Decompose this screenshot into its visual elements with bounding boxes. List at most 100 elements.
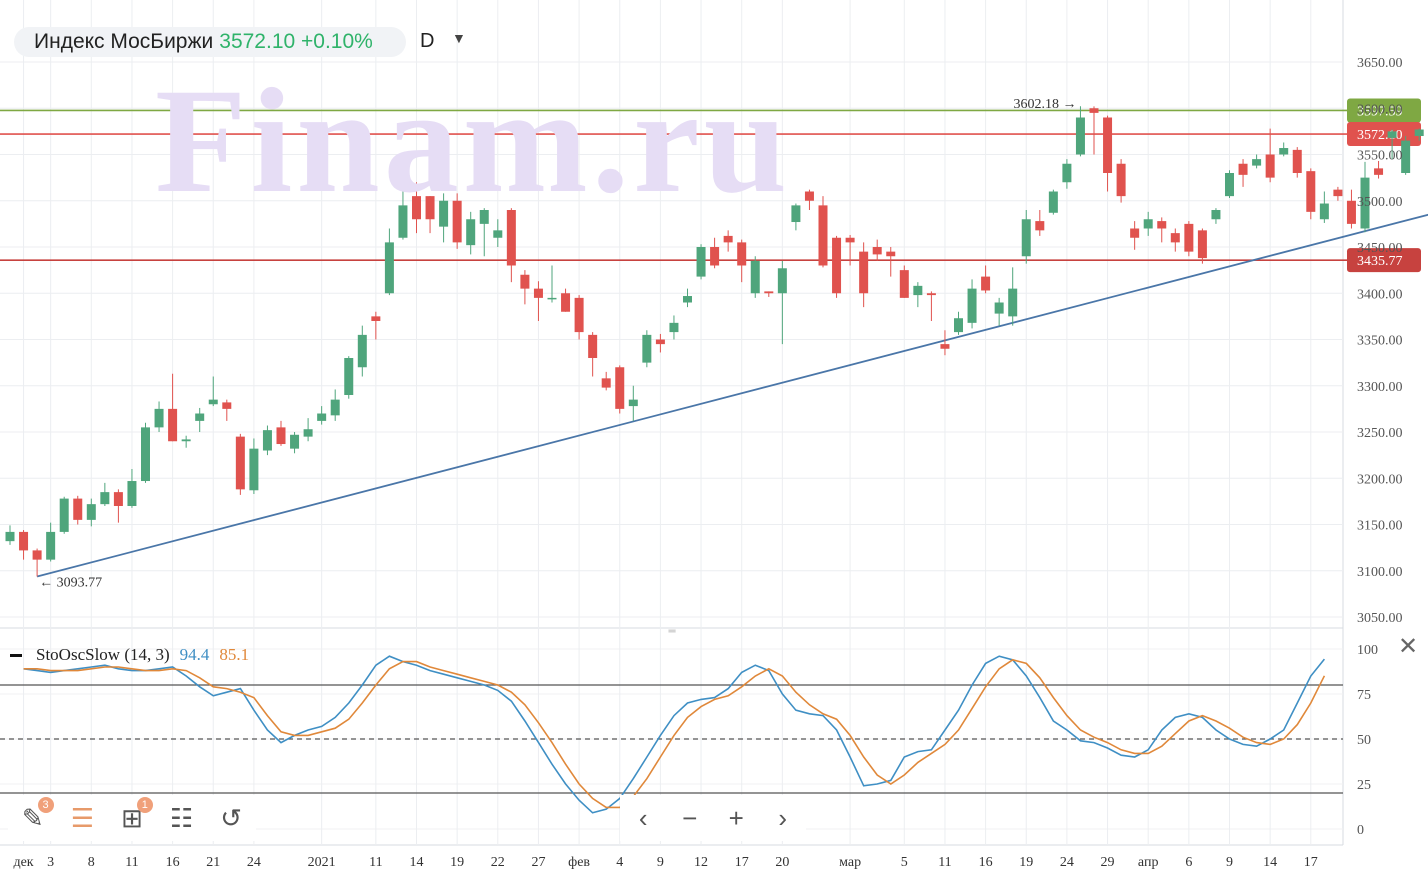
trendline[interactable] <box>36 210 1428 578</box>
candle-body <box>859 251 869 294</box>
candle-body <box>520 274 530 289</box>
y-tick-label: 3100.00 <box>1357 565 1403 580</box>
bottom-toolbar: ✎ 3 ☰ ⊞ 1 ☷ ↺ <box>8 795 256 841</box>
y-tick-label: 3200.00 <box>1357 472 1403 487</box>
notes-button[interactable]: ☰ <box>58 795 108 841</box>
candle-body <box>764 291 774 294</box>
drawing-tool-button[interactable]: ✎ 3 <box>8 795 58 841</box>
candle-body <box>290 434 300 449</box>
candle-body <box>317 413 327 421</box>
candle-body <box>32 550 42 560</box>
candle-body <box>683 296 692 303</box>
candle-body <box>1035 221 1045 231</box>
x-tick-label: фев <box>568 855 590 870</box>
candle-body <box>791 205 801 223</box>
candle-body <box>561 293 571 312</box>
oscillator-lines <box>23 655 1326 814</box>
candle-body <box>1292 149 1302 173</box>
candle-body <box>1346 200 1356 224</box>
level-price-tag <box>1347 122 1421 147</box>
y-tick-label: 3450.00 <box>1357 241 1403 256</box>
navigation-controls: ‹ − + › <box>620 795 806 841</box>
candle-body <box>357 334 367 368</box>
watermark: Finam.ru <box>155 58 792 224</box>
candle-body <box>601 378 611 388</box>
candle-body <box>696 247 706 277</box>
candle-body <box>804 191 814 201</box>
x-tick-label: 24 <box>247 855 261 870</box>
scroll-right-button[interactable]: › <box>778 802 788 833</box>
oscillator-d-value: 85.1 <box>219 645 250 664</box>
candle-body <box>642 334 652 363</box>
x-tick-label: дек <box>13 855 33 870</box>
candle-body <box>954 318 963 333</box>
candle-body <box>1197 230 1207 259</box>
osc-y-tick-label: 75 <box>1357 688 1371 703</box>
reset-button[interactable]: ↺ <box>206 795 256 841</box>
candle-body <box>493 230 503 238</box>
candle-body <box>669 322 679 333</box>
candle-body <box>886 251 896 257</box>
timeframe-dropdown-icon[interactable]: ▼ <box>452 30 466 46</box>
candle-body <box>967 288 977 323</box>
osc-y-tick-label: 100 <box>1357 643 1378 658</box>
osc-y-tick-label: 50 <box>1357 733 1371 748</box>
candle-body <box>1021 219 1031 257</box>
candle-body <box>818 205 828 266</box>
zoom-in-button[interactable]: + <box>728 802 744 833</box>
high-annotation: 3602.18 → <box>1013 97 1076 112</box>
legend-dash-icon <box>10 653 22 657</box>
candle-body <box>710 247 720 266</box>
candle-body <box>533 288 543 298</box>
candle-body <box>276 427 286 445</box>
candle-body <box>845 237 855 243</box>
candle-body <box>615 367 625 409</box>
candle-body <box>723 235 733 243</box>
candle-body <box>1374 168 1384 175</box>
candle-body <box>1360 177 1370 229</box>
layers-count-badge: 1 <box>136 797 153 813</box>
x-tick-label: 8 <box>88 855 95 870</box>
trendline-segment <box>36 213 1428 578</box>
candle-body <box>141 427 150 482</box>
candle-body <box>1184 223 1194 252</box>
level-price-label: 3435.77 <box>1357 254 1403 269</box>
timeframe-label[interactable]: D <box>420 30 435 52</box>
x-tick-label: 6 <box>1185 855 1192 870</box>
x-tick-label: 14 <box>410 855 424 870</box>
annotations: ← 3093.77 3602.18 → <box>39 97 1076 590</box>
stochastic-d-line <box>23 658 1326 809</box>
candle-body <box>59 498 69 532</box>
instrument-header[interactable]: Индекс МосБиржи 3572.10 +0.10% <box>14 27 406 57</box>
panel-resize-handle: ═ <box>667 626 676 637</box>
x-tick-label: 20 <box>775 855 789 870</box>
y-tick-label: 3400.00 <box>1357 287 1403 302</box>
x-tick-label: 5 <box>901 855 908 870</box>
grid: ═ <box>0 0 1344 846</box>
axes: 3650.00 3600.00 3550.00 3500.00 3450.00 3400.… <box>13 56 1402 870</box>
x-tick-label: 16 <box>979 855 993 870</box>
x-tick-label: 9 <box>1226 855 1233 870</box>
x-tick-label: 21 <box>206 855 220 870</box>
candle-body <box>1075 117 1085 155</box>
stochastic-k-line <box>23 655 1326 814</box>
settings-button[interactable]: ☷ <box>157 795 207 841</box>
candle-body <box>154 408 164 428</box>
candle-body <box>926 293 936 296</box>
candle-body <box>208 399 218 405</box>
scroll-left-button[interactable]: ‹ <box>638 802 648 833</box>
y-tick-label: 3250.00 <box>1357 426 1403 441</box>
close-oscillator-icon[interactable]: ✕ <box>1398 633 1419 660</box>
candle-body <box>100 492 110 505</box>
oscillator-legend: StoOscSlow (14, 3) 94.4 85.1 <box>10 645 249 665</box>
candle-body <box>1089 108 1099 113</box>
x-tick-label: 11 <box>938 855 951 870</box>
candle-body <box>1211 210 1221 220</box>
candle-body <box>899 270 909 298</box>
candle-body <box>384 242 394 294</box>
candle-body <box>994 302 1004 314</box>
layers-button[interactable]: ⊞ 1 <box>107 795 157 841</box>
zoom-out-button[interactable]: − <box>682 802 698 833</box>
